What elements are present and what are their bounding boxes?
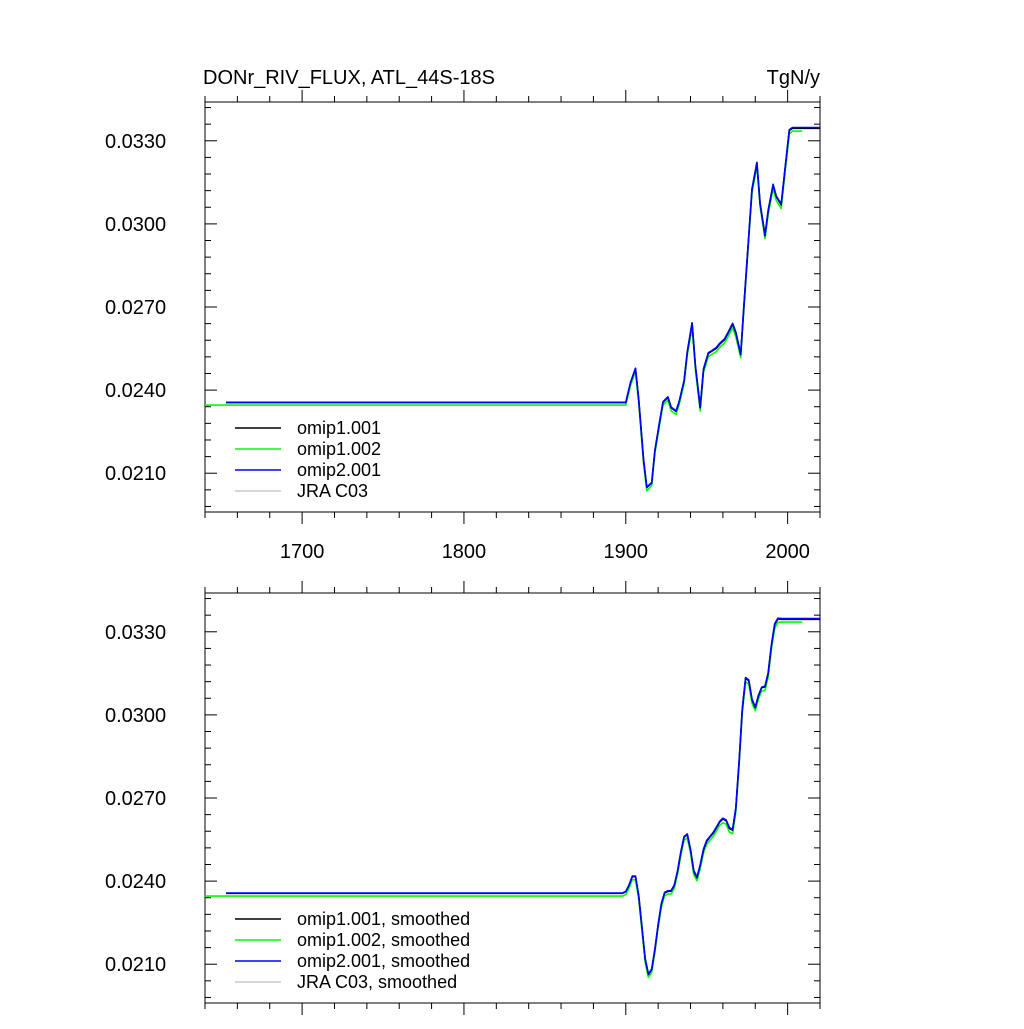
series-line-omip1-002 [205,130,803,492]
y-tick-label: 0.0240 [105,380,166,402]
y-tick-label: 0.0210 [105,463,166,485]
legend-entry: omip1.002, smoothed [297,930,470,950]
y-tick-label: 0.0240 [105,871,166,893]
x-tick-label: 2000 [765,541,810,563]
y-tick-label: 0.0210 [105,954,166,976]
legend-entry: omip1.002 [297,439,381,459]
y-tick-label: 0.0270 [105,297,166,319]
y-tick-label: 0.0330 [105,622,166,644]
legend-entry: JRA C03 [297,481,368,501]
legend-entry: omip2.001, smoothed [297,951,470,971]
chart-title: DONr_RIV_FLUX, ATL_44S-18S [203,67,495,89]
y-tick-label: 0.0330 [105,131,166,153]
series-layer [205,126,820,492]
y-tick-label: 0.0300 [105,705,166,727]
x-tick-label: 1800 [442,541,487,563]
y-tick-label: 0.0300 [105,214,166,236]
legend-entry: omip1.001, smoothed [297,909,470,929]
x-tick-label: 1700 [280,541,325,563]
legend-entry: omip1.001 [297,418,381,438]
chart-panel-2: 0.0210 0.0240 0.0270 0.0300 0.0330 omip1.001,… [105,581,821,1015]
y-tick-label: 0.0270 [105,788,166,810]
units-label: TgN/y [767,67,820,89]
legend-entry: omip2.001 [297,460,381,480]
chart-panel-1: 0.0210 0.0240 0.0270 0.0300 0.0330 1700 1800 19… [105,67,821,563]
x-tick-label: 1900 [604,541,649,563]
series-line-omip2-001-smoothed [226,617,820,975]
series-line-omip1-002-smoothed [205,621,803,979]
legend-entry: JRA C03, smoothed [297,972,457,992]
series-line-omip2-001 [226,126,820,488]
series-layer [205,617,820,979]
